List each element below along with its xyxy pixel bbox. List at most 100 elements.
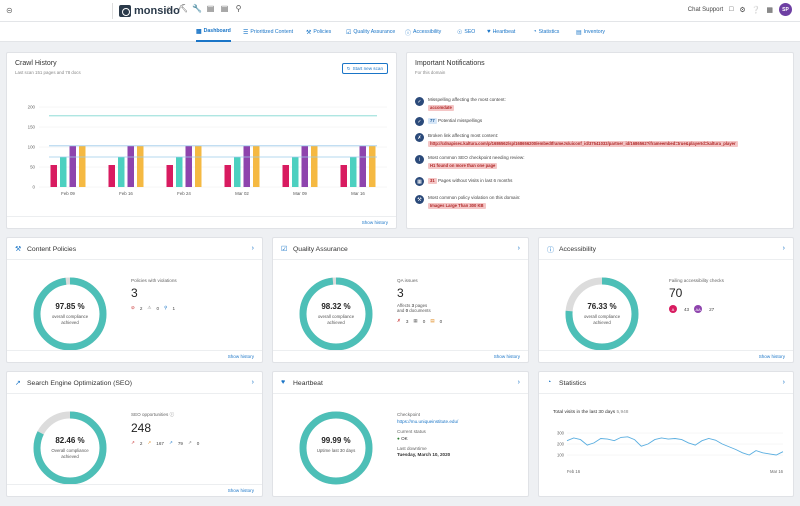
seo-show-history-link[interactable]: Show history [227,488,254,493]
accessibility-header[interactable]: ⓘ Accessibility › [539,238,793,260]
notification-item: ✗ Broken link affecting most content: htt… [415,133,738,150]
donut-progress [33,411,107,485]
tab-quality-assurance[interactable]: ☑ Quality Assurance [346,29,396,36]
gear-icon[interactable]: ⚙ [739,6,746,14]
crawl-bar [185,145,192,187]
y-tick-label: 100 [557,453,565,458]
crawl-bar [311,145,318,187]
qa-show-history-link[interactable]: Show history [493,354,520,359]
tab-heartbeat[interactable]: ♥ Heartbeat [487,29,516,35]
chevron-right-icon[interactable]: › [251,245,254,252]
notifications-title: Important Notifications [415,60,485,67]
qa-stat-num: 3 [397,286,404,300]
tab-prioritized-content[interactable]: ☰ Prioritized Content [243,29,294,36]
start-scan-button[interactable]: ↻ Start new scan [341,63,388,74]
tab-inventory[interactable]: ▤ Inventory [576,29,606,36]
heartbeat-stats: Checkpoint https://mu.uniqueinstitute.ed… [397,412,458,459]
badge-count: 0 [156,305,160,311]
check-square-icon: ☑ [281,246,288,253]
document-icon[interactable]: ▤ [220,4,229,13]
notification-tag[interactable]: H1 found on more than one page [428,162,498,170]
crawl-bar [108,165,115,187]
notification-tag[interactable]: http://cdnapisec.kaltura.com/p/1686562/s… [428,140,738,148]
downtime-label: Last downtime [397,445,427,451]
logo-text: monsido [134,5,180,17]
badge-count: 0 [422,318,426,324]
wrench-icon[interactable]: 🔧 [192,4,202,13]
crawl-bar [243,145,250,187]
search-icon[interactable]: ⚲ [235,4,242,13]
y-tick-label: 50 [30,165,35,170]
apps-grid-icon[interactable]: ▦ [766,6,773,14]
tab-policies[interactable]: ⚒ Policies [306,29,332,36]
notification-count[interactable]: 77 [428,118,437,125]
accessibility-label: overall compliance achieved [583,314,621,326]
qa-affects-pages: Affects 3 pages [397,303,428,308]
crawl-show-history-link[interactable]: Show history [361,220,388,225]
accessibility-donut: 76.33 % overall compliance achieved [564,276,640,352]
accessibility-card: ⓘ Accessibility › 76.33 % overall compli… [538,237,794,363]
sitemap-icon[interactable]: ⛏ [178,4,189,13]
seo-header[interactable]: ↗ Search Engine Optimization (SEO) › [7,372,262,394]
image-icon: ▦ [413,318,418,323]
avatar[interactable]: SP [779,3,792,16]
heartbeat-title: Heartbeat [293,380,323,387]
status-value: ● OK [397,435,408,441]
list-icon: ☰ [243,29,249,36]
chevron-right-icon[interactable]: › [517,245,520,252]
visits-series-line [566,436,784,456]
heartbeat-header[interactable]: ♥ Heartbeat › [273,372,528,394]
crawl-bar [369,145,376,187]
notification-count[interactable]: 31 [428,178,437,185]
content-policies-header[interactable]: ⚒ Content Policies › [7,238,262,260]
notification-item: ⚒ Most common policy violation on this d… [415,195,520,210]
bar-chart-icon[interactable]: ▤ [206,4,215,13]
heartbeat-donut-chart [299,411,373,485]
qa-label: overall compliance achieved [317,314,355,326]
chat-support-link[interactable]: Chat Support [687,6,724,13]
x-tick-label: Mar 16 [351,191,365,196]
logo[interactable]: monsido [112,3,180,19]
calendar-icon: ▦ [415,177,424,186]
statistics-header[interactable]: ◔ Statistics › [539,372,793,394]
menu-toggle-icon[interactable]: ⊝ [6,6,13,15]
tab-seo[interactable]: ☉ SEO [457,29,476,36]
qa-affects-docs: and 0 documents [397,308,431,313]
ban-icon: ⊘ [131,305,135,310]
donut-progress [565,277,639,351]
qa-header[interactable]: ☑ Quality Assurance › [273,238,528,260]
notification-tag[interactable]: Images Large Than 300 KB [428,202,486,210]
trending-icon: ↗ [15,380,21,387]
crawl-bar [224,165,231,187]
badge-count: 2 [139,440,143,446]
notification-item: ✓ Misspelling affecting the most content… [415,97,506,112]
notification-text: Misspelling affecting the most content: [428,97,506,102]
tab-accessibility[interactable]: ⓘ Accessibility [405,29,442,37]
help-icon[interactable]: ⓘ [169,412,175,417]
chevron-right-icon[interactable]: › [782,245,785,252]
accessibility-stat-label: Failing accessibility checks [669,278,724,283]
tab-dashboard[interactable]: ▦ Dashboard [196,22,231,42]
notification-text: Broken link affecting most content: [428,133,499,138]
notification-text: Potential misspellings [437,118,483,123]
spellcheck-icon: ▤ [430,318,435,323]
chevron-right-icon[interactable]: › [517,379,520,386]
seo-footer: Show history [7,484,262,496]
tab-statistics[interactable]: ◔ Statistics [533,29,560,35]
y-tick-label: 150 [28,125,36,130]
notification-tag[interactable]: accomdate [428,104,454,112]
visits-line-chart: 100 200 300 Feb 16 Mar 16 [557,431,784,475]
chevron-right-icon[interactable]: › [782,379,785,386]
qa-stats: QA issues 3 Affects 3 pages and 0 docume… [397,278,442,324]
policies-footer: Show history [7,350,262,362]
checkpoint-url[interactable]: https://mu.uniqueinstitute.edu/ [397,418,459,424]
policies-show-history-link[interactable]: Show history [227,354,254,359]
chat-icon[interactable]: □ [729,6,734,13]
home-icon[interactable]: ⌂ [166,4,171,13]
accessibility-show-history-link[interactable]: Show history [758,354,785,359]
help-icon[interactable]: ❔ [751,6,761,14]
chevron-right-icon[interactable]: › [251,379,254,386]
statistics-title: Statistics [559,380,587,387]
policies-value: 97.85 % [55,302,85,311]
crawl-bar [50,165,57,187]
